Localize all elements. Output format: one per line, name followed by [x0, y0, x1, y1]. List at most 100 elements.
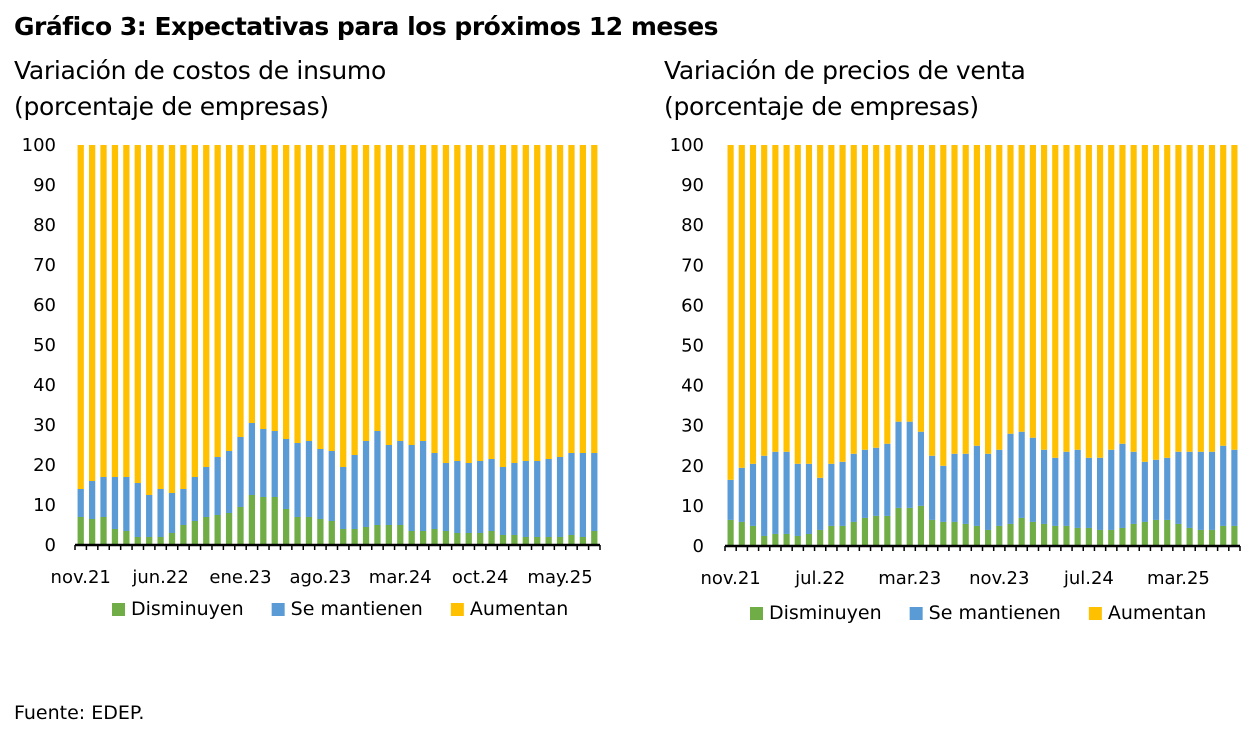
bar-segment-aumentan: [906, 145, 913, 422]
bar-segment-disminuyen: [534, 537, 541, 545]
bar-segment-disminuyen: [929, 519, 936, 546]
legend-label: Disminuyen: [131, 598, 244, 620]
bar-segment-disminuyen: [340, 529, 347, 545]
bar-segment-disminuyen: [1007, 523, 1014, 546]
bar-segment-disminuyen: [1119, 527, 1126, 546]
legend-swatch-se-mantienen: [909, 607, 923, 620]
bar-segment-aumentan: [203, 145, 210, 467]
bar-segment-aumentan: [408, 145, 415, 445]
legend-label: Se mantienen: [929, 602, 1061, 624]
bar-segment-aumentan: [1164, 145, 1171, 458]
bar-segment-disminuyen: [884, 515, 891, 546]
bar-segment-se-mantienen: [1175, 451, 1182, 524]
bar-segment-disminuyen: [749, 525, 757, 546]
legend-swatch-se-mantienen: [271, 603, 285, 616]
bar-segment-disminuyen: [895, 507, 902, 546]
bar-segment-se-mantienen: [1208, 451, 1216, 530]
bar-segment-disminuyen: [861, 517, 869, 546]
input-costs-chart: 0 10 20 30 40 50 60 70 80 90 100 nov.21 jun.22 ene.23…: [22, 135, 601, 620]
bar-segment-disminuyen: [488, 531, 495, 545]
bar-segment-se-mantienen: [499, 467, 507, 535]
bar-segment-se-mantienen: [962, 453, 969, 524]
y-tick-label: 60: [33, 295, 56, 316]
bar-segment-aumentan: [772, 145, 779, 452]
bar-segment-aumentan: [100, 145, 107, 477]
bar-segment-aumentan: [1096, 145, 1104, 458]
bar-segment-disminuyen: [123, 531, 130, 545]
bar-segment-se-mantienen: [271, 431, 278, 497]
bar-segment-aumentan: [973, 145, 980, 446]
bar-segment-se-mantienen: [895, 421, 902, 508]
bar-segment-disminuyen: [850, 521, 857, 546]
legend-label: Se mantienen: [291, 598, 423, 620]
bar-segment-disminuyen: [260, 497, 267, 545]
bar-segment-disminuyen: [1141, 521, 1148, 546]
bar-segment-se-mantienen: [340, 467, 347, 529]
bar-segment-aumentan: [271, 145, 278, 431]
bar-segment-aumentan: [511, 145, 518, 463]
bar-segment-aumentan: [1018, 145, 1025, 432]
x-tick-label: mar.23: [878, 568, 941, 589]
bar-segment-disminuyen: [1108, 529, 1115, 546]
bar-segment-se-mantienen: [419, 441, 427, 531]
bar-segment-se-mantienen: [579, 453, 587, 537]
bar-segment-se-mantienen: [1007, 433, 1014, 524]
bar-segment-disminuyen: [985, 529, 992, 546]
bar-segment-aumentan: [134, 145, 141, 483]
y-tick-label: 100: [22, 135, 56, 156]
bar-segment-se-mantienen: [1052, 457, 1059, 526]
bar-segment-disminuyen: [477, 533, 484, 545]
y-tick-label: 40: [33, 375, 56, 396]
bar-segment-se-mantienen: [237, 437, 244, 507]
legend-label: Disminuyen: [769, 602, 882, 624]
bar-segment-aumentan: [940, 145, 947, 466]
bar-segment-se-mantienen: [248, 423, 256, 495]
bar-segment-se-mantienen: [465, 463, 472, 533]
bar-segment-se-mantienen: [917, 431, 925, 506]
bar-segment-disminuyen: [545, 537, 552, 545]
bar-segment-disminuyen: [180, 525, 187, 545]
bar-segment-disminuyen: [134, 537, 141, 545]
bar-segment-se-mantienen: [100, 477, 107, 517]
y-tick-label: 100: [670, 135, 704, 156]
bar-segment-se-mantienen: [1041, 449, 1048, 524]
bar-segment-disminuyen: [951, 521, 958, 546]
bar-segment-aumentan: [362, 145, 370, 441]
bar-segment-disminuyen: [1041, 523, 1048, 546]
bar-segment-aumentan: [568, 145, 575, 453]
bar-segment-disminuyen: [237, 507, 244, 545]
sale-prices-chart: 0 10 20 30 40 50 60 70 80 90 100 nov.21 jul.22 mar.23…: [670, 135, 1241, 624]
bar-segment-se-mantienen: [828, 463, 835, 526]
right-chart-title-block: Variación de precios de venta (porcentaj…: [664, 53, 1026, 125]
y-tick-label: 90: [33, 175, 56, 196]
legend-label: Aumentan: [470, 598, 568, 620]
bar-segment-disminuyen: [738, 521, 745, 546]
bar-segment-disminuyen: [1220, 525, 1227, 546]
bar-segment-se-mantienen: [556, 457, 564, 537]
bar-segment-disminuyen: [1130, 523, 1137, 546]
bar-segment-se-mantienen: [906, 421, 913, 508]
right-chart-title: Variación de precios de venta: [664, 56, 1026, 85]
left-chart-subtitle: (porcentaje de empresas): [14, 92, 329, 121]
bar-segment-aumentan: [374, 145, 381, 431]
y-tick-label: 50: [33, 335, 56, 356]
bar-segment-aumentan: [884, 145, 891, 444]
bar-segment-se-mantienen: [929, 455, 936, 520]
y-tick-label: 70: [33, 255, 56, 276]
bar-segment-aumentan: [1141, 145, 1148, 462]
bar-segment-disminuyen: [328, 521, 335, 545]
legend-label: Aumentan: [1108, 602, 1206, 624]
bar-segment-se-mantienen: [1074, 449, 1081, 528]
bar-segment-disminuyen: [1186, 527, 1193, 546]
bar-segment-se-mantienen: [77, 489, 84, 517]
bar-segment-aumentan: [805, 145, 813, 464]
bar-segment-se-mantienen: [783, 451, 790, 534]
bar-segment-aumentan: [454, 145, 461, 461]
legend-swatch-disminuyen: [750, 607, 763, 620]
bar-segment-disminuyen: [1018, 517, 1025, 546]
bar-segment-disminuyen: [828, 525, 835, 546]
chart-main-title: Gráfico 3: Expectativas para los próximo…: [14, 12, 719, 41]
bar-segment-disminuyen: [783, 533, 790, 546]
bar-segment-se-mantienen: [157, 489, 164, 537]
bar-segment-disminuyen: [305, 517, 313, 545]
